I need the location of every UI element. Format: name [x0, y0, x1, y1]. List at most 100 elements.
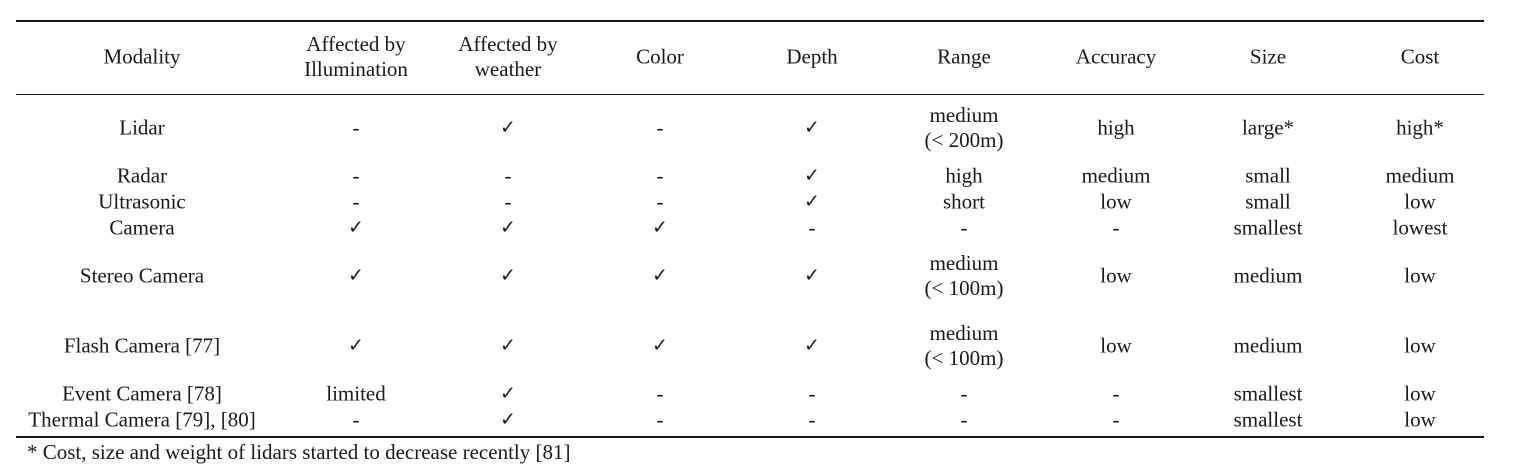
header-range-text: Range [937, 44, 991, 69]
cell-row5-modality-text: Flash Camera [77] [63, 333, 221, 358]
cell-row1-accuracy: medium [1082, 164, 1151, 189]
cell-row7-weather: ✓ [500, 408, 516, 433]
cell-row2-cost-text: low [1404, 189, 1436, 214]
cell-row7-cost-text: low [1404, 407, 1436, 432]
cell-row4-modality-text: Stereo Camera [79, 263, 205, 288]
checkmark-icon: ✓ [804, 334, 820, 357]
cell-row4-cost-text: low [1404, 263, 1436, 288]
cell-row2-color-text: - [656, 189, 664, 214]
cell-row5-depth: ✓ [804, 334, 820, 359]
header-cost-text: Cost [1400, 44, 1440, 69]
header-modality: Modality [104, 45, 181, 70]
cell-row5-accuracy-text: low [1100, 333, 1132, 358]
header-depth: Depth [786, 45, 837, 70]
cell-row0-size: large* [1242, 116, 1294, 141]
cell-row6-accuracy-text: - [1112, 381, 1120, 406]
cell-row7-range-text: - [960, 407, 968, 432]
cell-row7-color: - [657, 408, 664, 433]
cell-row1-range: high [945, 164, 982, 189]
header-depth-text: Depth [786, 44, 838, 69]
cell-row6-range: - [961, 382, 968, 407]
header-illumination-text: Affected by [306, 32, 406, 56]
cell-row1-cost-text: medium [1385, 163, 1455, 188]
cell-row4-illumination: ✓ [348, 264, 364, 289]
cell-row6-depth-text: - [808, 381, 816, 406]
cell-row2-range: short [943, 190, 985, 215]
cell-row0-modality: Lidar [119, 116, 164, 141]
cell-row1-color-text: - [656, 163, 664, 188]
header-weather-text: weather [474, 57, 542, 81]
cell-row5-cost: low [1404, 334, 1436, 359]
cell-row7-illumination-text: - [352, 407, 360, 432]
checkmark-icon: ✓ [500, 382, 516, 405]
cell-row6-size: smallest [1234, 382, 1303, 407]
cell-row1-illumination: - [353, 164, 360, 189]
cell-row7-range: - [961, 408, 968, 433]
header-accuracy: Accuracy [1076, 45, 1156, 70]
cell-row5-illumination: ✓ [348, 334, 364, 359]
cell-row6-modality-text: Event Camera [78] [62, 381, 222, 406]
cell-row2-accuracy-text: low [1100, 189, 1132, 214]
header-illumination: Affected by Illumination [304, 32, 408, 82]
cell-row1-accuracy-text: medium [1081, 163, 1151, 188]
cell-row4-range: medium (< 100m) [925, 251, 1004, 301]
cell-row5-range-text: medium [929, 321, 999, 345]
cell-row1-illumination-text: - [352, 163, 360, 188]
cell-row7-color-text: - [656, 407, 664, 432]
cell-row7-modality: Thermal Camera [79], [80] [28, 408, 255, 433]
cell-row6-cost-text: low [1404, 381, 1436, 406]
cell-row5-size-text: medium [1233, 333, 1303, 358]
table-bottom-rule [16, 436, 1484, 438]
cell-row5-range: medium (< 100m) [925, 321, 1004, 371]
header-color-text: Color [636, 44, 684, 69]
cell-row6-accuracy: - [1113, 382, 1120, 407]
checkmark-icon: ✓ [804, 190, 820, 213]
cell-row0-range-text: medium [929, 103, 999, 127]
cell-row5-range-text: (< 100m) [924, 346, 1004, 370]
cell-row0-modality-text: Lidar [119, 115, 165, 140]
cell-row1-cost: medium [1386, 164, 1455, 189]
table-top-rule [16, 20, 1484, 22]
checkmark-icon: ✓ [500, 334, 516, 357]
header-size: Size [1250, 45, 1286, 70]
cell-row2-accuracy: low [1100, 190, 1132, 215]
cell-row6-cost: low [1404, 382, 1436, 407]
cell-row7-depth: - [809, 408, 816, 433]
checkmark-icon: ✓ [500, 408, 516, 431]
cell-row7-illumination: - [353, 408, 360, 433]
cell-row6-color: - [657, 382, 664, 407]
cell-row4-modality: Stereo Camera [80, 264, 204, 289]
cell-row0-illumination-text: - [352, 115, 360, 140]
cell-row4-accuracy: low [1100, 264, 1132, 289]
checkmark-icon: ✓ [804, 264, 820, 287]
cell-row1-weather-text: - [504, 163, 512, 188]
cell-row3-cost-text: lowest [1392, 215, 1448, 240]
cell-row3-size: smallest [1234, 216, 1303, 241]
cell-row0-color: - [657, 116, 664, 141]
cell-row7-depth-text: - [808, 407, 816, 432]
cell-row3-depth-text: - [808, 215, 816, 240]
cell-row4-cost: low [1404, 264, 1436, 289]
cell-row6-depth: - [809, 382, 816, 407]
cell-row6-size-text: smallest [1233, 381, 1303, 406]
cell-row1-depth: ✓ [804, 164, 820, 189]
cell-row7-size-text: smallest [1233, 407, 1303, 432]
cell-row0-size-text: large* [1241, 115, 1295, 140]
cell-row5-color: ✓ [652, 334, 668, 359]
cell-row6-range-text: - [960, 381, 968, 406]
cell-row3-range: - [961, 216, 968, 241]
cell-row4-range-text: (< 100m) [924, 276, 1004, 300]
cell-row2-size: small [1245, 190, 1291, 215]
cell-row3-accuracy-text: - [1112, 215, 1120, 240]
cell-row2-range-text: short [943, 189, 985, 214]
cell-row0-range-text: (< 200m) [924, 128, 1004, 152]
cell-row3-illumination: ✓ [348, 216, 364, 241]
checkmark-icon: ✓ [500, 264, 516, 287]
checkmark-icon: ✓ [500, 116, 516, 139]
cell-row3-color: ✓ [652, 216, 668, 241]
cell-row1-range-text: high [945, 163, 983, 188]
cell-row4-color: ✓ [652, 264, 668, 289]
cell-row3-accuracy: - [1113, 216, 1120, 241]
checkmark-icon: ✓ [500, 216, 516, 239]
header-size-text: Size [1249, 44, 1287, 69]
